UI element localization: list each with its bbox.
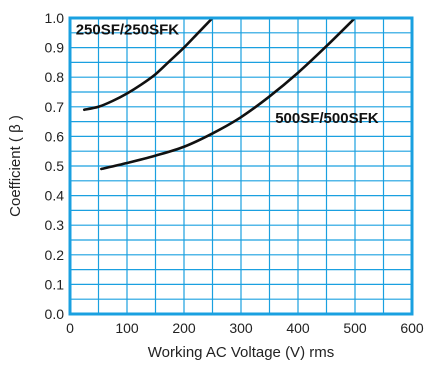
y-tick-label: 0.4 (45, 188, 65, 204)
plot-frame (68, 16, 414, 316)
y-tick-label: 0.9 (45, 40, 65, 56)
x-tick-label: 200 (172, 320, 196, 336)
y-tick-label: 0.7 (45, 99, 65, 115)
series-labels: 250SF/250SFK 500SF/500SFK (76, 21, 379, 127)
series-label-2: 500SF/500SFK (275, 110, 379, 127)
y-tick-label: 1.0 (45, 10, 65, 26)
y-axis-title: Coefficient ( β ) (7, 115, 24, 217)
y-tick-labels: 0.0 0.1 0.2 0.3 0.4 0.5 0.6 0.7 0.8 0.9 1.0 (45, 10, 65, 322)
series-line-2 (100, 16, 357, 171)
x-tick-label: 100 (115, 320, 139, 336)
y-tick-label: 0.5 (45, 158, 65, 174)
x-tick-labels: 0 100 200 300 400 500 600 (66, 320, 424, 336)
y-tick-label: 0.3 (45, 217, 65, 233)
x-tick-label: 400 (286, 320, 310, 336)
y-tick-label: 0.2 (45, 247, 65, 263)
grid-lines (70, 18, 412, 314)
x-tick-label: 300 (229, 320, 253, 336)
y-tick-label: 0.0 (45, 306, 65, 322)
y-tick-label: 0.8 (45, 69, 65, 85)
series-line-1 (82, 16, 214, 112)
x-tick-label: 0 (66, 320, 74, 336)
y-tick-label: 0.6 (45, 128, 65, 144)
x-tick-label: 500 (343, 320, 367, 336)
series-lines (82, 16, 357, 171)
x-axis-title: Working AC Voltage (V) rms (148, 344, 334, 361)
x-tick-label: 600 (400, 320, 424, 336)
series-label-1: 250SF/250SFK (76, 21, 180, 38)
y-tick-label: 0.1 (45, 276, 65, 292)
